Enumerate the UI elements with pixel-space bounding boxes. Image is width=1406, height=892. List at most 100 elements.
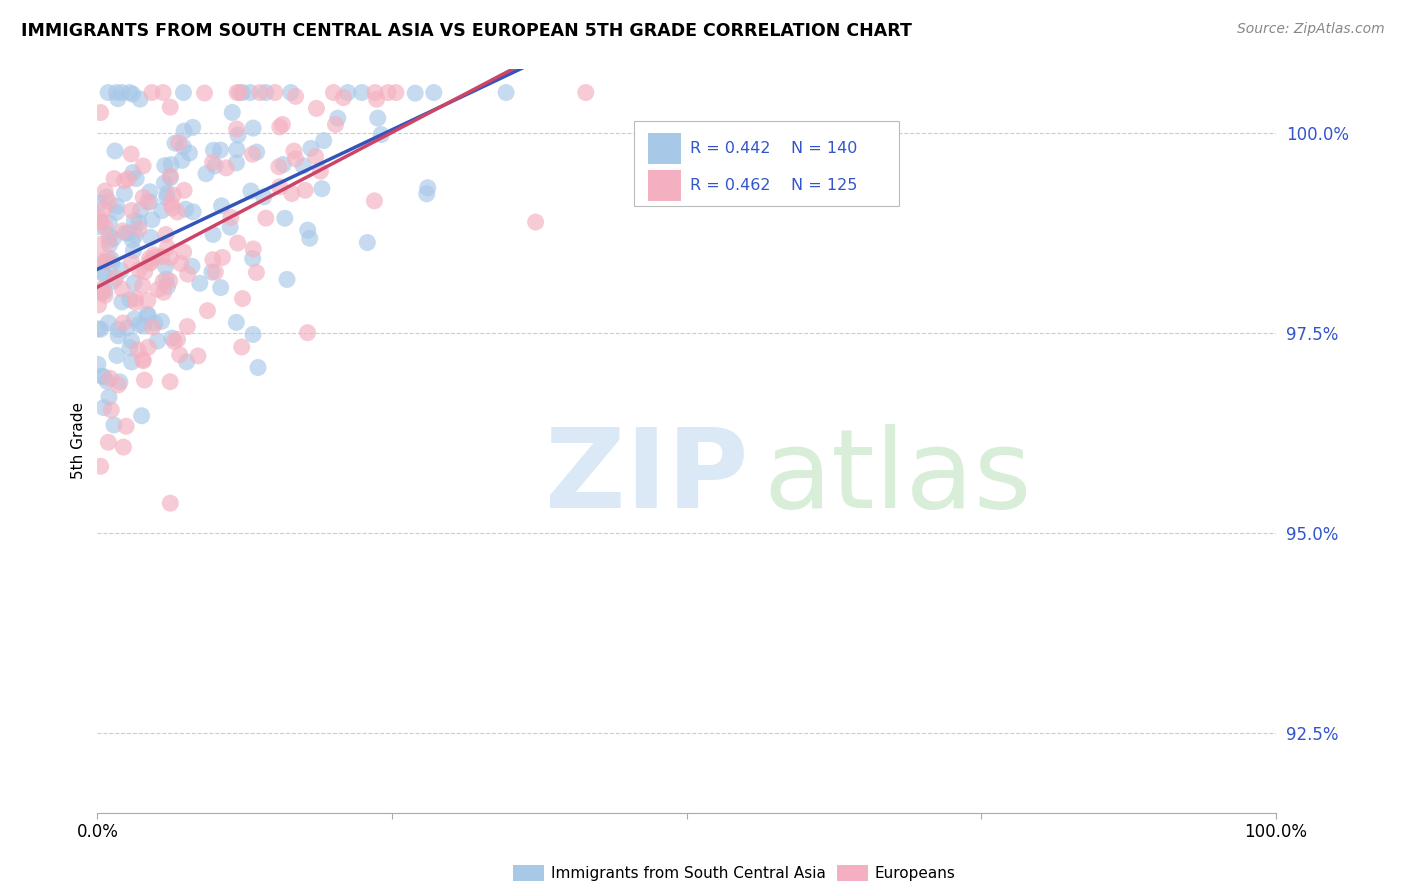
Point xyxy=(322,86,344,100)
Point xyxy=(211,199,233,213)
Point xyxy=(298,231,321,245)
Point xyxy=(117,226,139,240)
Point xyxy=(111,282,134,296)
Point xyxy=(152,285,174,300)
Point xyxy=(89,211,111,226)
Point xyxy=(97,194,120,209)
Point xyxy=(90,322,112,336)
Point xyxy=(136,307,159,321)
Point xyxy=(122,165,145,179)
Point xyxy=(155,272,177,286)
Point xyxy=(181,120,204,135)
Point xyxy=(121,87,143,102)
Point xyxy=(366,92,388,106)
Point xyxy=(107,378,129,392)
Text: Source: ZipAtlas.com: Source: ZipAtlas.com xyxy=(1237,22,1385,37)
Point xyxy=(309,164,332,178)
Point xyxy=(225,122,247,136)
Point xyxy=(104,144,127,158)
Point xyxy=(160,331,183,345)
Point xyxy=(524,215,547,229)
Point xyxy=(231,340,253,354)
Bar xyxy=(648,133,681,164)
Point xyxy=(176,319,198,334)
Point xyxy=(167,136,190,150)
Point xyxy=(159,496,181,510)
Point xyxy=(155,227,177,242)
Point xyxy=(264,86,287,100)
Point xyxy=(159,100,181,114)
Point xyxy=(86,253,108,268)
Point xyxy=(136,309,159,323)
Point xyxy=(170,153,193,168)
Point xyxy=(187,349,209,363)
Point xyxy=(179,146,201,161)
Point xyxy=(100,252,122,267)
Point xyxy=(326,111,349,125)
Point xyxy=(242,121,264,136)
Point xyxy=(98,216,121,230)
Point xyxy=(284,152,307,166)
Point xyxy=(202,227,225,242)
Point xyxy=(122,276,145,290)
Point xyxy=(146,283,169,297)
Point xyxy=(146,334,169,348)
Point xyxy=(225,156,247,170)
Point xyxy=(90,285,112,299)
Point xyxy=(267,160,290,174)
Point xyxy=(242,147,264,161)
Point xyxy=(91,282,114,296)
Text: ZIP: ZIP xyxy=(546,425,748,532)
Bar xyxy=(648,169,681,201)
Point xyxy=(131,409,153,423)
Point xyxy=(143,316,166,330)
Point xyxy=(94,184,117,198)
Point xyxy=(104,271,127,285)
Point xyxy=(118,293,141,307)
Point xyxy=(221,105,243,120)
Point xyxy=(152,274,174,288)
Point xyxy=(105,199,128,213)
Point xyxy=(134,373,156,387)
Point xyxy=(219,220,242,235)
Point xyxy=(90,459,112,474)
Point xyxy=(120,147,142,161)
Point xyxy=(299,141,322,155)
Point xyxy=(204,159,226,173)
Text: IMMIGRANTS FROM SOUTH CENTRAL ASIA VS EUROPEAN 5TH GRADE CORRELATION CHART: IMMIGRANTS FROM SOUTH CENTRAL ASIA VS EU… xyxy=(21,22,912,40)
Point xyxy=(225,143,247,157)
Point xyxy=(93,268,115,282)
Point xyxy=(370,128,392,142)
Point xyxy=(90,215,112,229)
Point xyxy=(142,320,165,334)
Point xyxy=(312,134,335,148)
Point xyxy=(129,92,152,106)
Point xyxy=(152,86,174,100)
Point xyxy=(159,251,181,265)
Point xyxy=(202,143,225,157)
Point xyxy=(141,86,163,100)
Point xyxy=(103,274,125,288)
Point xyxy=(239,184,262,198)
Point xyxy=(93,401,115,415)
Point xyxy=(201,265,224,279)
Point xyxy=(139,185,162,199)
Point xyxy=(134,265,156,279)
Point xyxy=(128,262,150,277)
Point xyxy=(201,252,224,267)
Point xyxy=(356,235,378,250)
Point xyxy=(121,203,143,218)
Point xyxy=(132,318,155,333)
Point xyxy=(163,334,186,349)
Point xyxy=(98,237,121,252)
Point xyxy=(249,86,271,100)
Point xyxy=(103,171,125,186)
Point xyxy=(94,219,117,234)
Point xyxy=(150,203,173,218)
Point xyxy=(94,254,117,268)
Point xyxy=(90,286,112,301)
Point xyxy=(336,86,359,100)
Point xyxy=(114,174,136,188)
Point xyxy=(105,349,128,363)
Point xyxy=(225,315,247,329)
